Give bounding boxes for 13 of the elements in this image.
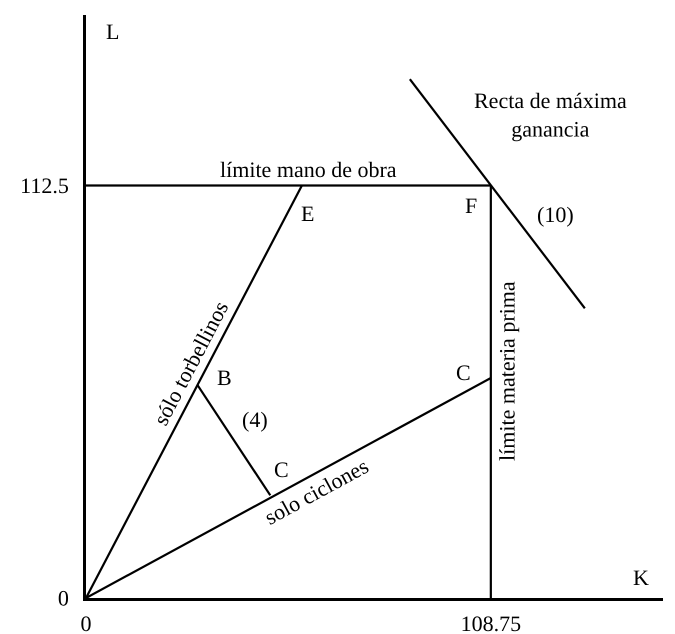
y-tick-label: 112.5 — [20, 173, 69, 198]
annotation: (10) — [537, 202, 574, 227]
text: límite materia prima — [494, 281, 520, 461]
y-axis-title: L — [106, 19, 120, 44]
series-label: límite mano de obra — [220, 157, 397, 182]
annotation: (4) — [242, 407, 268, 432]
annotation: C — [274, 457, 289, 482]
annotation: E — [301, 201, 314, 226]
annotation: F — [465, 193, 478, 218]
annotation: Recta de máxima ganancia — [474, 88, 627, 142]
annotation: C — [456, 360, 471, 385]
x-axis-title: K — [633, 565, 649, 590]
x-tick-label: 108.75 — [460, 611, 522, 634]
